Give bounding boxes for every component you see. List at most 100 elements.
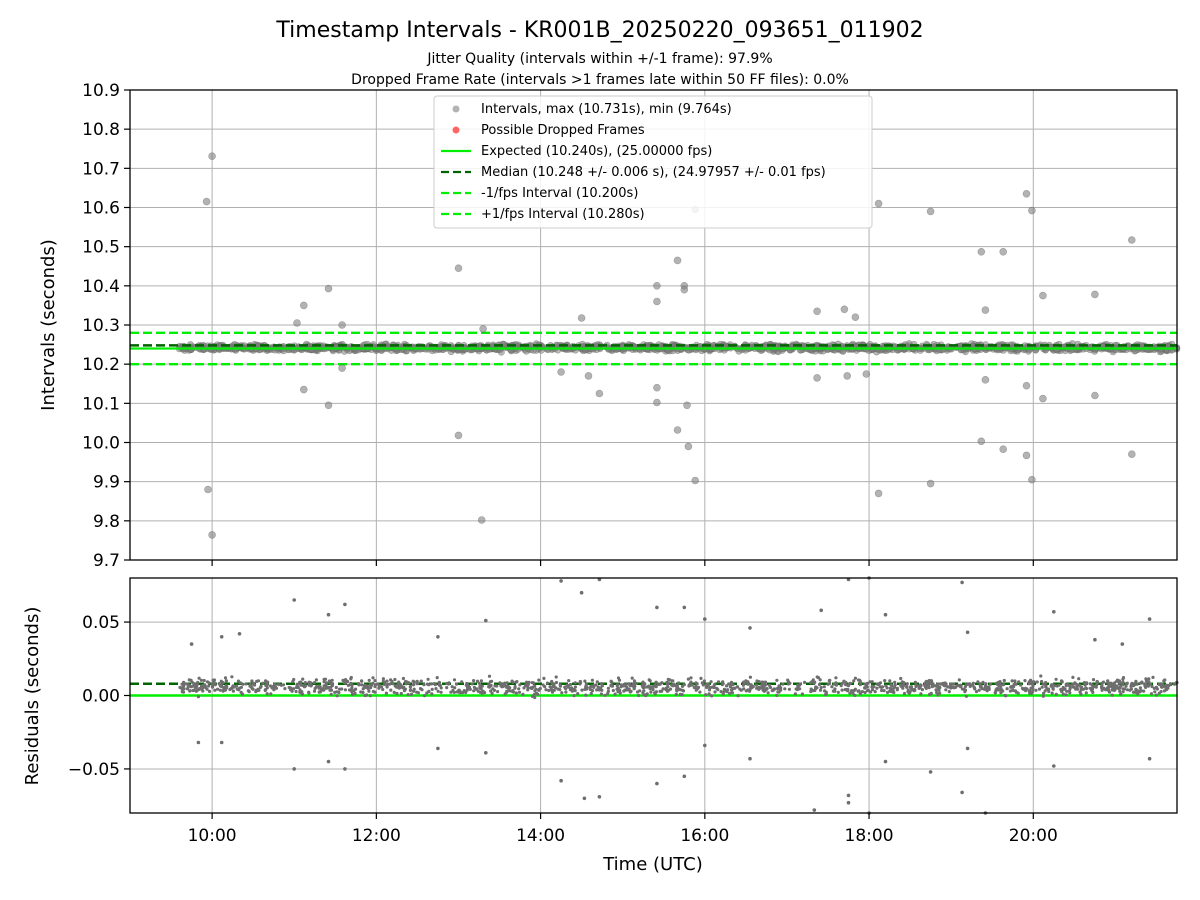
band-point — [329, 682, 333, 686]
band-point — [472, 689, 476, 693]
band-point — [985, 689, 989, 693]
band-point — [403, 679, 408, 684]
band-point — [406, 693, 410, 697]
band-point — [648, 687, 652, 691]
band-point — [517, 687, 521, 691]
band-point — [725, 690, 729, 694]
band-point — [610, 684, 615, 688]
band-point — [430, 692, 434, 696]
band-point — [1011, 688, 1015, 692]
x-tick-label: 14:00 — [516, 826, 565, 846]
band-point — [1028, 691, 1032, 695]
band-point — [654, 680, 658, 684]
band-point — [963, 685, 968, 689]
data-point — [851, 313, 860, 322]
band-point — [373, 690, 377, 694]
band-point — [199, 678, 203, 682]
band-point — [537, 688, 541, 692]
data-point — [682, 605, 687, 610]
band-point — [334, 685, 338, 690]
band-point — [863, 690, 867, 695]
band-point — [1027, 680, 1031, 684]
data-point — [653, 383, 661, 392]
band-point — [452, 678, 457, 682]
band-point — [888, 679, 892, 683]
band-point — [1035, 680, 1039, 684]
data-point — [813, 374, 821, 382]
band-point — [702, 679, 707, 683]
band-point — [936, 682, 940, 686]
band-point — [748, 675, 753, 679]
band-point — [180, 690, 184, 694]
band-point — [250, 679, 254, 683]
band-point — [1107, 690, 1112, 694]
band-point — [1088, 682, 1092, 686]
band-point — [430, 687, 434, 692]
band-point — [439, 690, 443, 694]
data-point — [324, 284, 333, 293]
band-point — [884, 684, 888, 688]
band-point — [1043, 689, 1047, 693]
band-point — [707, 692, 711, 696]
band-point — [221, 689, 225, 693]
band-point — [273, 682, 277, 687]
band-point — [514, 691, 519, 695]
data-point — [559, 778, 563, 783]
data-point — [1022, 190, 1031, 198]
band-point — [1153, 690, 1157, 694]
band-point — [850, 689, 854, 693]
band-point — [997, 684, 1002, 688]
data-point — [812, 808, 817, 812]
band-point — [981, 680, 985, 684]
band-point — [871, 688, 875, 692]
band-point — [984, 682, 988, 686]
band-point — [487, 682, 491, 686]
band-point — [763, 680, 768, 684]
band-point — [415, 682, 419, 686]
band-point — [492, 688, 496, 693]
band-point — [1065, 689, 1069, 693]
band-point — [1090, 687, 1095, 691]
band-point — [1091, 684, 1095, 688]
band-point — [1076, 687, 1080, 691]
band-point — [842, 679, 846, 683]
band-point — [1078, 690, 1082, 694]
band-point — [188, 689, 192, 693]
band-point — [848, 691, 852, 695]
band-point — [392, 690, 396, 695]
data-point — [1039, 394, 1047, 403]
data-point — [683, 401, 691, 410]
band-point — [746, 680, 750, 684]
band-point — [798, 687, 802, 691]
data-point — [579, 590, 584, 595]
band-point — [1144, 679, 1148, 683]
band-point — [863, 686, 867, 690]
data-point — [981, 375, 990, 384]
band-point — [349, 677, 353, 681]
band-point — [1157, 682, 1161, 687]
band-point — [461, 691, 465, 695]
band-point — [544, 688, 548, 692]
band-point — [632, 687, 636, 691]
band-point — [218, 688, 222, 692]
band-point — [541, 683, 545, 687]
band-point — [883, 679, 887, 683]
band-point — [1110, 693, 1114, 697]
band-point — [329, 692, 333, 696]
band-point — [727, 682, 731, 686]
band-point — [687, 683, 691, 687]
band-point — [554, 680, 559, 685]
band-point — [415, 679, 419, 683]
band-point — [388, 682, 392, 686]
band-point — [436, 689, 440, 693]
band-point — [929, 691, 933, 695]
band-point — [1057, 683, 1061, 687]
band-point — [412, 687, 416, 691]
legend-label-dropped: Possible Dropped Frames — [481, 123, 645, 138]
band-point — [430, 682, 434, 686]
data-point — [999, 248, 1008, 256]
band-point — [301, 677, 305, 681]
band-point — [957, 684, 962, 688]
data-point — [204, 485, 212, 494]
residuals-scatter — [189, 576, 1152, 815]
